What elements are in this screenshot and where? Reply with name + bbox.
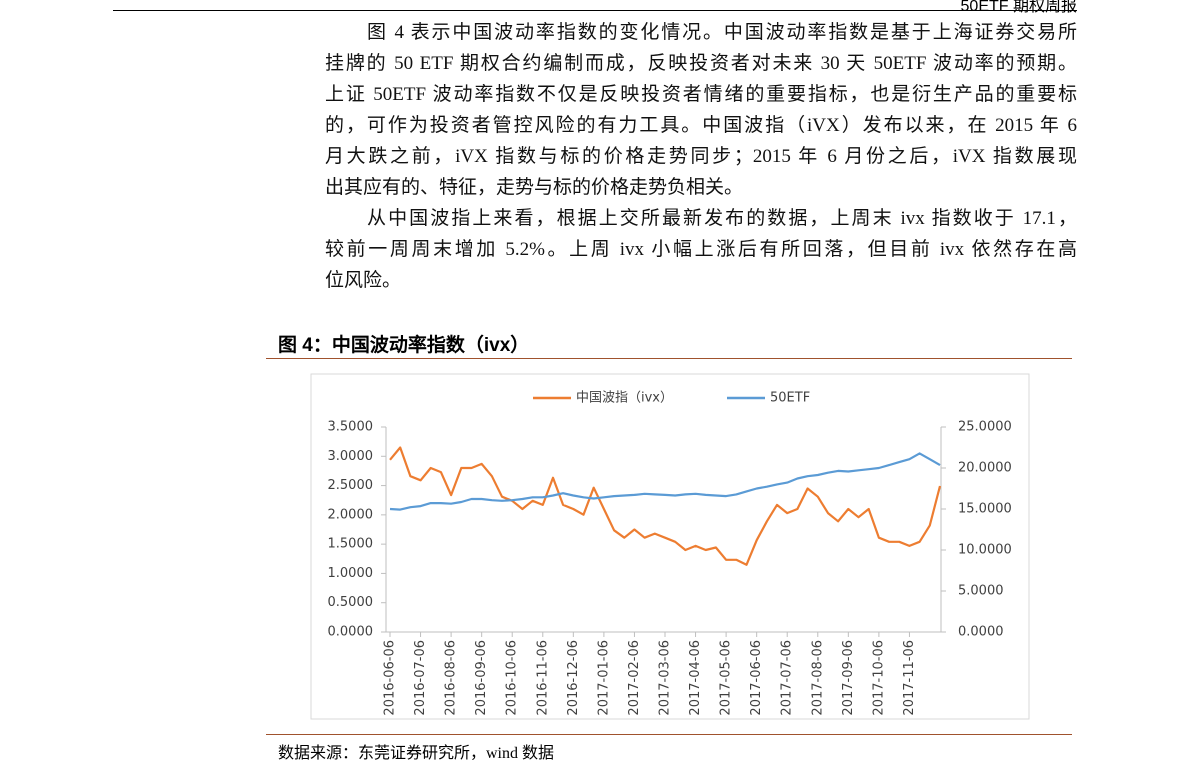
x-tick-label: 2017-05-06 [719,640,734,716]
x-tick-label: 2017-10-06 [871,640,886,716]
y-tick-label: 1.5000 [328,537,374,552]
x-tick-label: 2017-11-06 [902,640,917,716]
text-line: 从中国波指上来看，根据上交所最新发布的数据，上周末 ivx 指数收于 17.1， [367,208,1077,229]
x-tick-label: 2016-12-06 [566,640,581,716]
x-tick-label: 2016-11-06 [535,640,550,716]
x-tick-label: 2017-03-06 [658,640,673,716]
text-line: 出其应有的、特征，走势与标的价格走势负相关。 [325,177,744,198]
y-tick-label: 3.0000 [328,449,374,464]
y2-tick-label: 10.0000 [958,543,1012,558]
y-tick-label: 0.0000 [328,625,374,640]
text-line: 位风险。 [325,270,402,291]
header-title: 50ETF 期权周报 [960,0,1077,15]
x-tick-label: 2017-08-06 [810,640,825,716]
x-tick-label: 2016-07-06 [413,640,428,716]
x-tick-label: 2016-08-06 [444,640,459,716]
y2-tick-label: 20.0000 [958,461,1012,476]
legend-label: 中国波指（ivx） [576,391,673,406]
x-tick-label: 2017-01-06 [596,640,611,716]
x-tick-label: 2016-10-06 [505,640,520,716]
figure-rule [266,734,1072,735]
header-rule [113,10,1077,11]
x-tick-label: 2017-09-06 [841,640,856,716]
y-tick-label: 0.5000 [328,595,374,610]
body-text: 图 4 表示中国波动率指数的变化情况。中国波动率指数是基于上海证券交易所挂牌的 … [325,17,1077,296]
y2-tick-label: 5.0000 [958,584,1004,599]
x-tick-label: 2017-06-06 [749,640,764,716]
figure-rule [266,358,1072,359]
series-line [389,446,942,566]
series-line [389,452,941,511]
text-line: 较前一周周末增加 5.2%。上周 ivx 小幅上涨后有所回落，但目前 ivx 依… [325,239,1077,260]
y2-tick-label: 15.0000 [958,502,1012,517]
x-tick-label: 2017-04-06 [688,640,703,716]
y-tick-label: 2.5000 [328,478,374,493]
text-line: 的，可作为投资者管控风险的有力工具。中国波指（iVX）发布以来，在 2015 年… [325,115,1077,136]
x-tick-label: 2017-02-06 [627,640,642,716]
x-tick-label: 2016-09-06 [474,640,489,716]
figure-title: 图 4：中国波动率指数（ivx） [278,335,530,356]
text-line: 图 4 表示中国波动率指数的变化情况。中国波动率指数是基于上海证券交易所 [367,22,1077,43]
text-line: 挂牌的 50 ETF 期权合约编制而成，反映投资者对未来 30 天 50ETF … [325,53,1077,74]
legend-label: 50ETF [770,391,810,406]
text-line: 上证 50ETF 波动率指数不仅是反映投资者情绪的重要指标，也是衍生产品的重要标 [325,84,1077,105]
x-tick-label: 2017-07-06 [780,640,795,716]
y-tick-label: 1.0000 [328,566,374,581]
y-tick-label: 2.0000 [328,507,374,522]
y-tick-label: 3.5000 [328,420,374,435]
x-tick-label: 2016-06-06 [383,640,398,716]
figure-source: 数据来源：东莞证券研究所，wind 数据 [278,745,555,762]
text-line: 月大跌之前，iVX 指数与标的价格走势同步；2015 年 6 月份之后，iVX … [325,146,1077,167]
y2-tick-label: 25.0000 [958,420,1012,435]
y2-tick-label: 0.0000 [958,625,1004,640]
